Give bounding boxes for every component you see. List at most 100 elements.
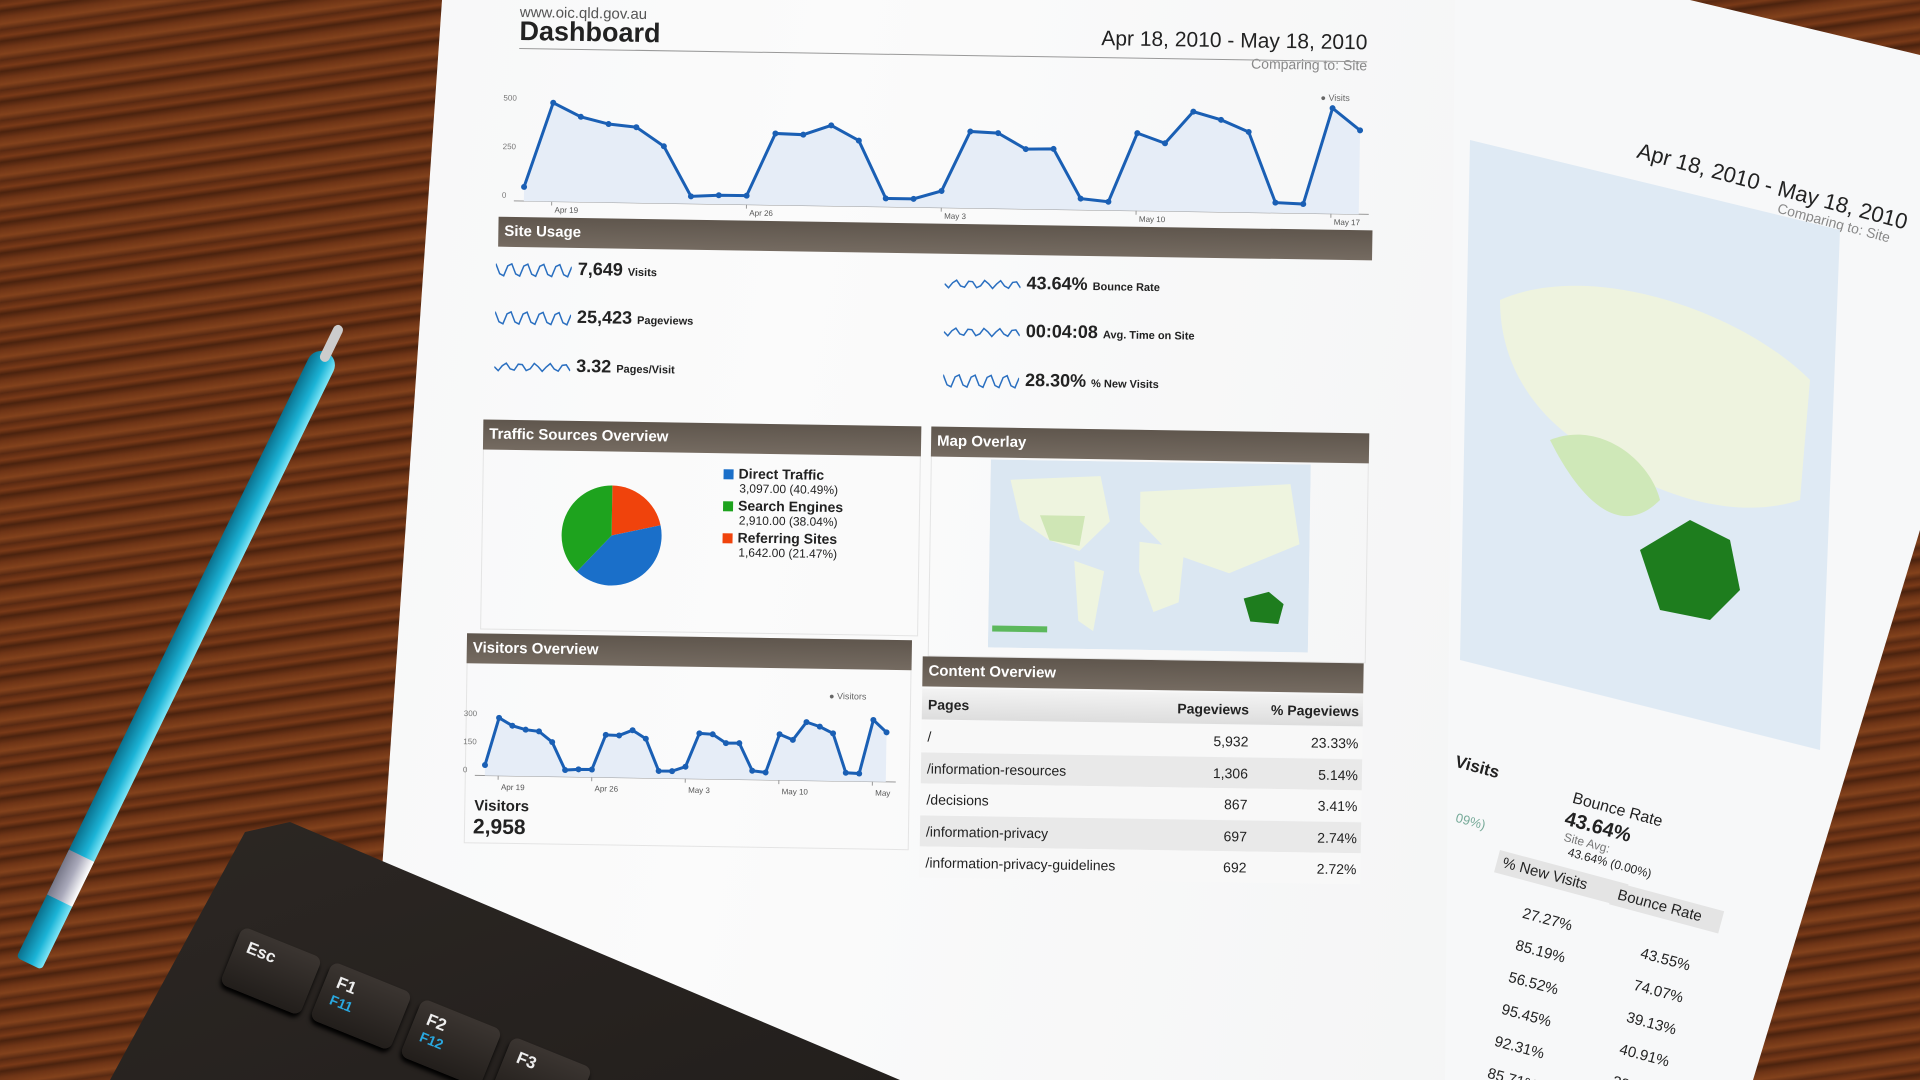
pageviews: 697 bbox=[1223, 827, 1248, 845]
visitors-chart-point bbox=[776, 731, 783, 738]
visits-chart-y-tick: 500 bbox=[503, 93, 517, 102]
visitors-chart-point bbox=[816, 723, 823, 730]
metric-pages-visit: 3.32 Pages/Visit bbox=[493, 355, 675, 380]
visitors-chart-y-tick: 0 bbox=[463, 765, 468, 774]
sparkline bbox=[493, 361, 571, 373]
sparkline-line bbox=[494, 310, 572, 326]
bounce-rate-value: 43.55% bbox=[1638, 945, 1693, 975]
visits-chart-x-label: Apr 19 bbox=[554, 206, 578, 215]
new-visits-value: 92.31% bbox=[1492, 1033, 1547, 1063]
bounce-rate-value: 39.13% bbox=[1624, 1009, 1679, 1039]
page-path[interactable]: /information-privacy-guidelines bbox=[925, 854, 1116, 874]
sparkline bbox=[944, 278, 1022, 290]
visitors-line-chart: 0 150 300 Apr 19 Apr 26 May 3 May 10 May bbox=[463, 709, 896, 798]
map-scale-legend bbox=[992, 625, 1048, 633]
new-visits-value: 95.45% bbox=[1499, 1001, 1554, 1031]
visits-chart-x-label: May 17 bbox=[1334, 218, 1361, 227]
visitors-legend: ● Visitors bbox=[829, 690, 867, 702]
visits-chart-point bbox=[1050, 145, 1057, 152]
partial-pct: 09%) bbox=[1454, 810, 1488, 833]
visitors-chart-point bbox=[588, 766, 595, 773]
new-visits-value: 27.27% bbox=[1520, 905, 1575, 935]
visitors-chart-point bbox=[669, 768, 676, 775]
col-pages: Pages bbox=[927, 696, 970, 714]
pct-pageviews: 5.14% bbox=[1318, 766, 1359, 783]
visits-chart-point bbox=[995, 130, 1002, 137]
page-path[interactable]: /information-privacy bbox=[925, 822, 1049, 841]
visitors-chart-point bbox=[496, 714, 503, 721]
col-pageviews: Pageviews bbox=[1177, 700, 1250, 718]
pageviews: 1,306 bbox=[1212, 764, 1249, 782]
metric-value: 28.30% bbox=[1024, 369, 1087, 391]
visits-chart-point bbox=[1218, 116, 1225, 123]
pen-tip bbox=[318, 323, 345, 364]
pct-pageviews: 2.72% bbox=[1316, 860, 1357, 878]
visits-chart-point bbox=[910, 195, 917, 202]
visitors-chart-point bbox=[696, 730, 703, 737]
pie-slice-direct-traffic bbox=[576, 525, 662, 586]
sparkline-line bbox=[493, 361, 571, 373]
pie-slice-referring-sites bbox=[611, 485, 661, 536]
visitors-chart-point bbox=[509, 722, 516, 729]
visits-legend-label: Visits bbox=[1328, 92, 1350, 104]
visitors-chart-point bbox=[642, 735, 649, 742]
visitors-chart-x-label: Apr 19 bbox=[501, 783, 525, 792]
table-row[interactable]: /information-privacy-guidelines 692 2.72% bbox=[919, 846, 1361, 885]
visitors-chart-point bbox=[709, 731, 716, 738]
visitors-chart-point bbox=[749, 767, 756, 774]
page-path[interactable]: / bbox=[927, 728, 932, 745]
new-visits-value: 85.71% bbox=[1485, 1065, 1540, 1080]
visitors-chart-point bbox=[830, 730, 837, 737]
visitors-chart-area bbox=[484, 717, 887, 782]
visits-chart-point bbox=[1300, 201, 1307, 208]
visitors-chart-point bbox=[789, 736, 796, 743]
visits-chart-point bbox=[577, 113, 584, 120]
usa bbox=[1039, 515, 1085, 546]
visitors-chart-point bbox=[562, 767, 569, 774]
visitors-chart-x-label: Apr 26 bbox=[594, 784, 618, 793]
visitors-total: 2,958 bbox=[472, 815, 526, 840]
metric-label: Bounce Rate bbox=[1092, 281, 1160, 295]
visits-chart-point bbox=[687, 193, 694, 200]
visits-chart-point bbox=[800, 131, 807, 138]
metric-visits: 7,649 Visits bbox=[495, 258, 658, 282]
visits-chart-point bbox=[1190, 108, 1197, 115]
sparkline-line bbox=[943, 326, 1021, 338]
visitors-chart-point bbox=[616, 732, 623, 739]
col-pct-pageviews: % Pageviews bbox=[1270, 701, 1360, 720]
visits-chart-point bbox=[772, 130, 779, 137]
visits-chart-point bbox=[521, 183, 528, 190]
visits-chart-point bbox=[1105, 198, 1112, 205]
metric--new-visits: 28.30% % New Visits bbox=[942, 369, 1159, 394]
visits-line-chart: 0 250 500 Apr 19 Apr 26 May 3 May 10 May 17 bbox=[502, 93, 1369, 227]
visitors-chart-x-label: May 3 bbox=[688, 786, 710, 795]
visitors-chart-point bbox=[481, 762, 488, 769]
bounce-rate-value: 74.07% bbox=[1631, 977, 1686, 1007]
pie-slice-search-engines bbox=[561, 485, 613, 572]
visits-chart-area bbox=[523, 102, 1361, 215]
sparkline-line bbox=[944, 278, 1022, 290]
visitors-chart-x-label: May 10 bbox=[782, 787, 809, 796]
page-path[interactable]: /information-resources bbox=[926, 759, 1067, 779]
visitors-chart-y-tick: 150 bbox=[463, 737, 477, 746]
pageviews: 692 bbox=[1222, 859, 1247, 876]
key-alt-label: F12 bbox=[417, 1028, 446, 1053]
visits-chart-point bbox=[1161, 140, 1168, 147]
key-label: F3 bbox=[513, 1048, 540, 1074]
visits-chart-point bbox=[1134, 130, 1141, 137]
visits-chart-y-tick: 0 bbox=[502, 191, 507, 200]
sparkline bbox=[943, 326, 1021, 338]
visitors-chart-point bbox=[870, 716, 877, 723]
sparkline bbox=[942, 373, 1020, 389]
key-alt-label: F11 bbox=[327, 991, 356, 1016]
india-landmass bbox=[1550, 434, 1660, 517]
world-map bbox=[987, 459, 1311, 653]
key-label: Esc bbox=[243, 938, 279, 968]
pct-pageviews: 3.41% bbox=[1317, 797, 1358, 815]
second-page-map bbox=[1460, 140, 1840, 750]
traffic-pie-chart bbox=[561, 485, 662, 586]
page-path[interactable]: /decisions bbox=[926, 791, 989, 809]
pct-pageviews: 23.33% bbox=[1310, 734, 1359, 752]
visits-chart-x-label: May 10 bbox=[1139, 215, 1166, 224]
